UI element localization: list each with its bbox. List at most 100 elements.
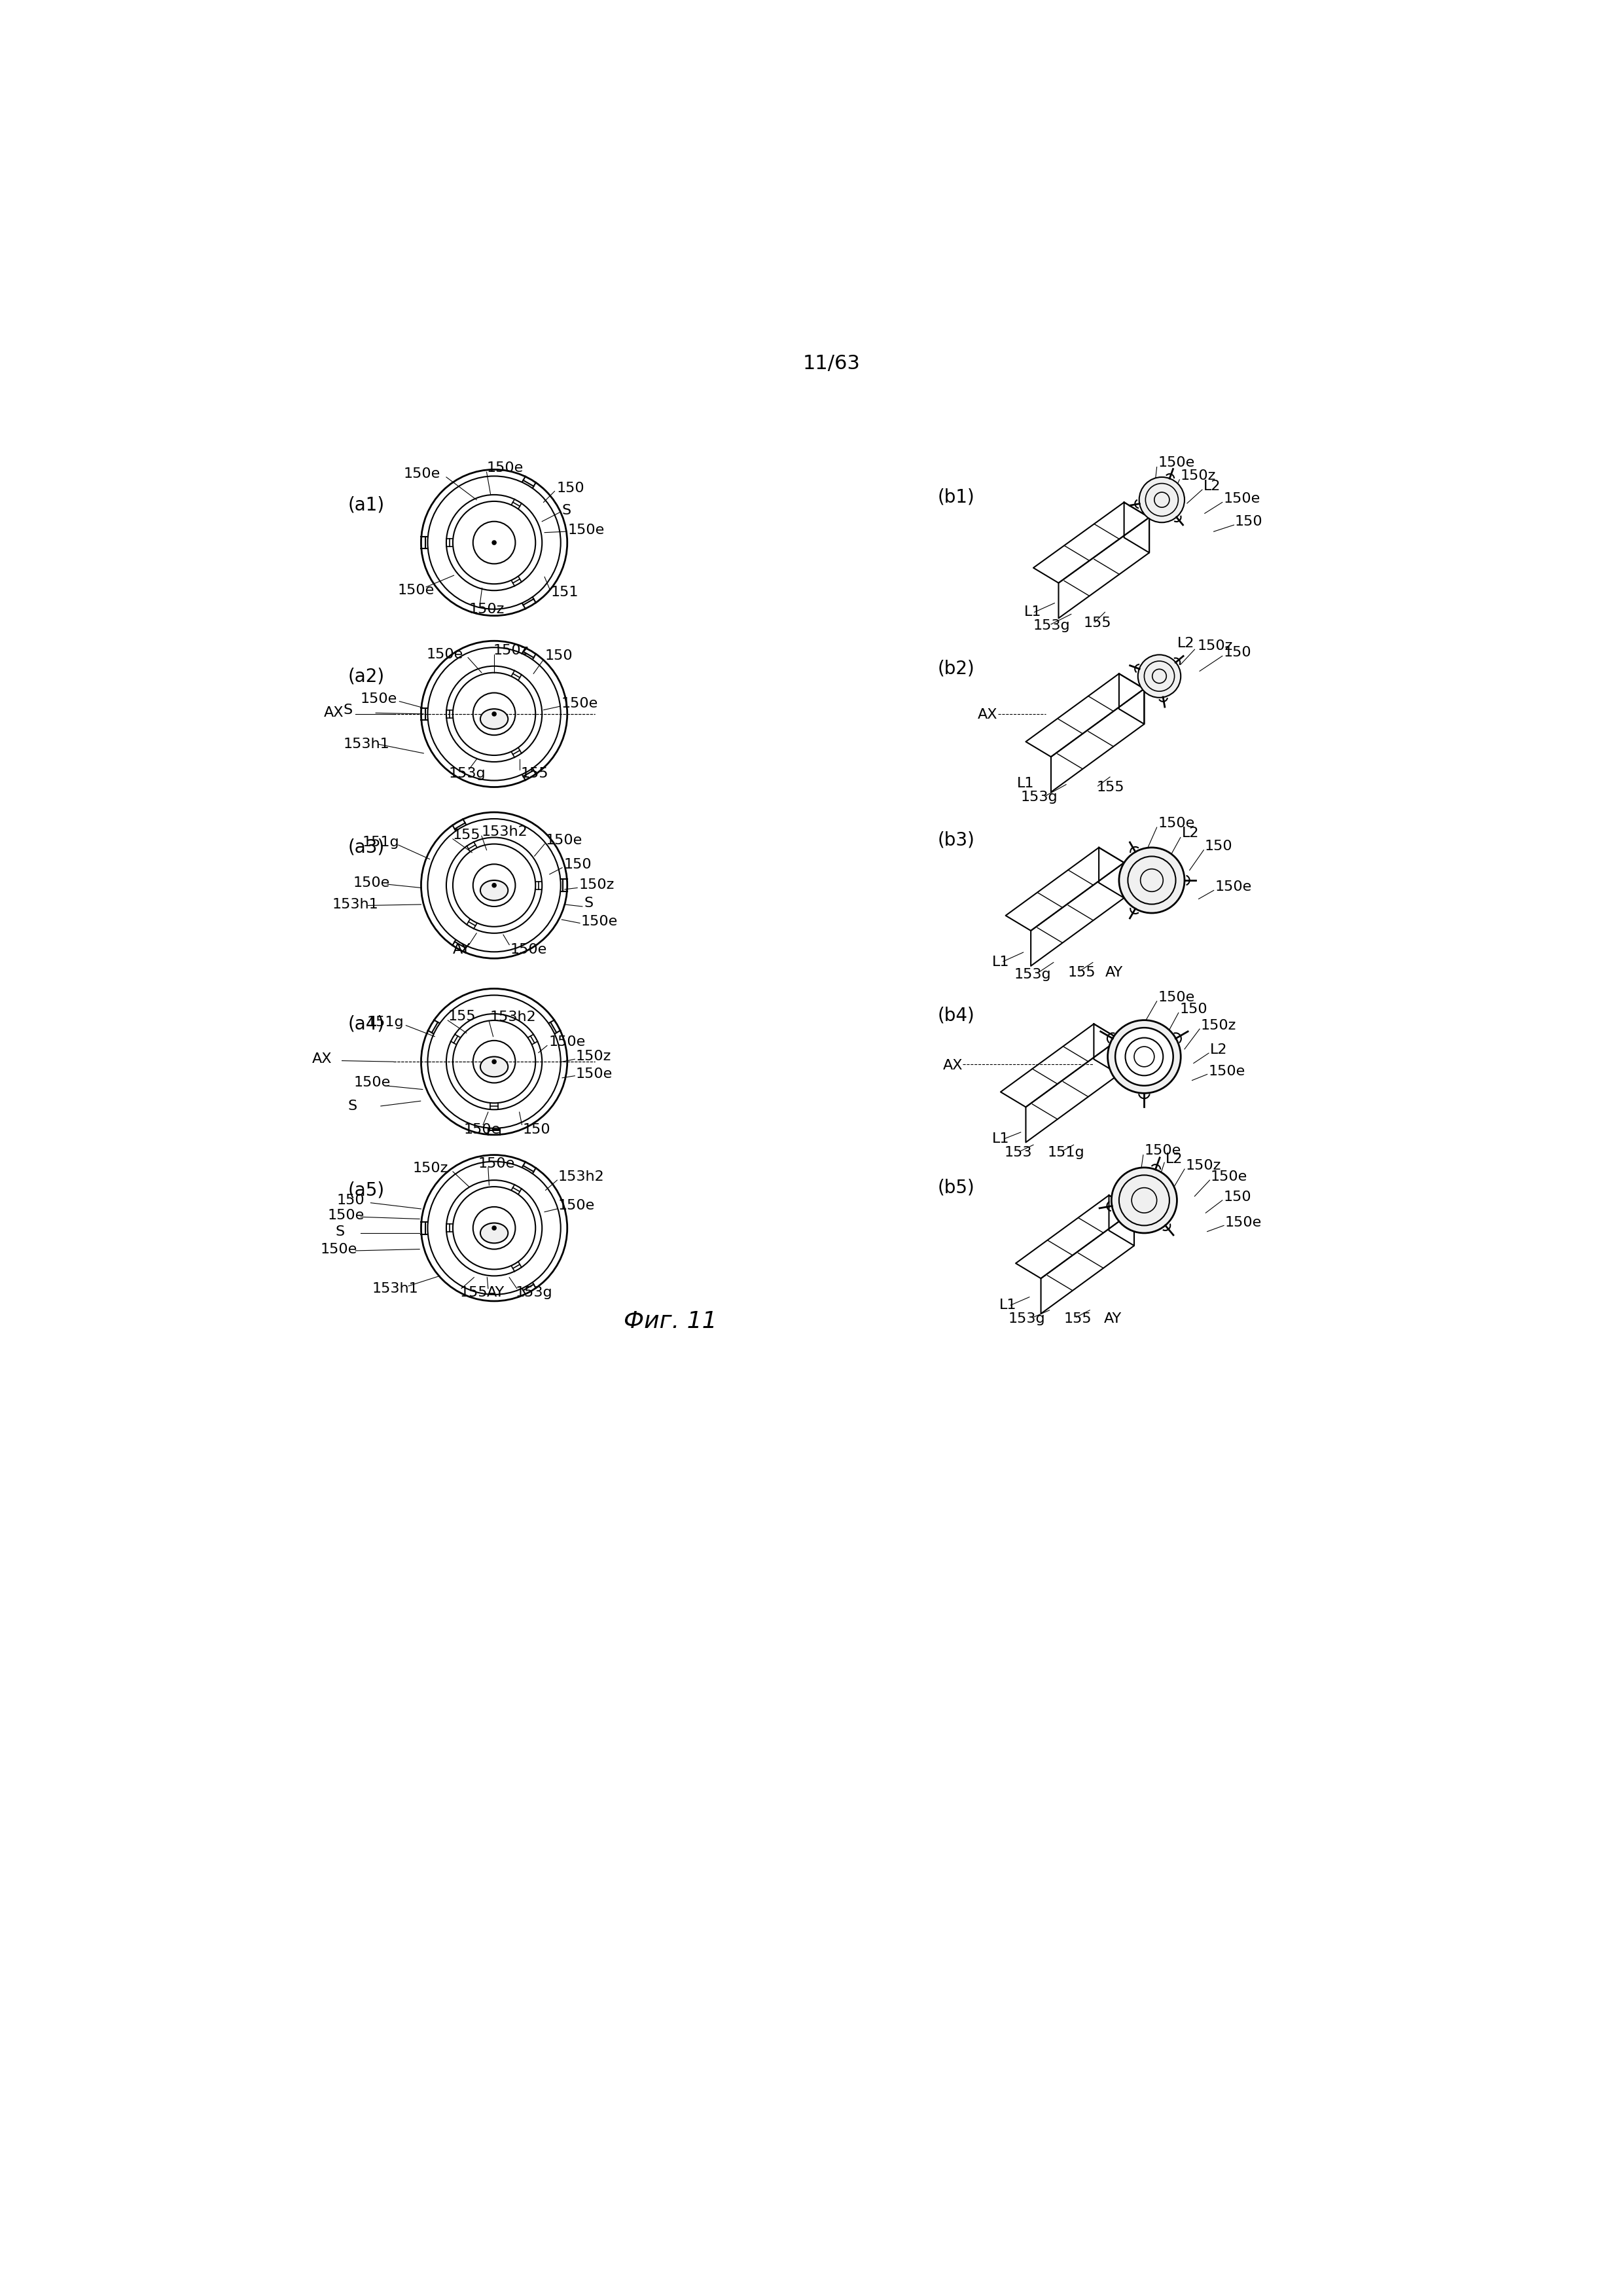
Text: 153: 153 xyxy=(1005,1146,1032,1159)
Circle shape xyxy=(492,712,497,716)
Ellipse shape xyxy=(480,1056,508,1077)
Text: (a3): (a3) xyxy=(347,838,385,856)
Text: (b4): (b4) xyxy=(938,1006,975,1024)
Text: 150z: 150z xyxy=(576,1049,612,1063)
Text: 150z: 150z xyxy=(1198,638,1233,652)
Text: (b2): (b2) xyxy=(938,659,975,677)
Ellipse shape xyxy=(1138,654,1182,698)
Text: (a4): (a4) xyxy=(347,1015,385,1033)
Text: 150e: 150e xyxy=(558,1199,596,1212)
Text: 155: 155 xyxy=(521,767,549,781)
Text: 150: 150 xyxy=(338,1194,365,1208)
Text: 153g: 153g xyxy=(450,767,485,781)
Text: S: S xyxy=(342,703,352,716)
Text: 150z: 150z xyxy=(1201,1019,1237,1031)
Text: L1: L1 xyxy=(1000,1300,1016,1311)
Text: 150e: 150e xyxy=(1214,879,1251,893)
Ellipse shape xyxy=(480,709,508,730)
Text: 150e: 150e xyxy=(1224,491,1261,505)
Text: S: S xyxy=(347,1100,357,1114)
Circle shape xyxy=(492,540,497,544)
Text: 150: 150 xyxy=(1224,645,1251,659)
Text: 150e: 150e xyxy=(487,461,523,475)
Text: 150e: 150e xyxy=(404,466,440,480)
Text: 150e: 150e xyxy=(360,693,398,705)
Text: AX: AX xyxy=(312,1052,331,1065)
Circle shape xyxy=(492,1061,497,1063)
Text: 150e: 150e xyxy=(1225,1217,1261,1228)
Text: 153g: 153g xyxy=(1014,969,1052,980)
Text: (b3): (b3) xyxy=(938,831,975,850)
Ellipse shape xyxy=(1112,1169,1177,1233)
Text: 150e: 150e xyxy=(354,1077,391,1088)
Text: S: S xyxy=(336,1226,344,1238)
Ellipse shape xyxy=(480,879,508,900)
Text: AY: AY xyxy=(1104,1313,1121,1325)
Text: 150e: 150e xyxy=(562,698,597,709)
Circle shape xyxy=(492,1226,497,1231)
Text: L2: L2 xyxy=(1209,1045,1227,1056)
Text: 150: 150 xyxy=(545,650,573,664)
Text: 150: 150 xyxy=(1180,1003,1208,1015)
Text: 153h2: 153h2 xyxy=(490,1010,537,1024)
Text: 150e: 150e xyxy=(320,1242,357,1256)
Text: L2: L2 xyxy=(1182,827,1199,840)
Ellipse shape xyxy=(1107,1019,1182,1093)
Text: 150e: 150e xyxy=(568,523,604,537)
Text: 150: 150 xyxy=(1204,840,1232,854)
Text: AX: AX xyxy=(943,1058,962,1072)
Text: 153g: 153g xyxy=(1021,790,1058,804)
Text: 151g: 151g xyxy=(1047,1146,1084,1159)
Text: L1: L1 xyxy=(992,1132,1010,1146)
Text: 150e: 150e xyxy=(510,944,547,957)
Text: AY: AY xyxy=(487,1286,505,1300)
Text: 150e: 150e xyxy=(576,1068,612,1081)
Text: 150e: 150e xyxy=(354,877,390,889)
Text: 150e: 150e xyxy=(464,1123,502,1137)
Text: (a5): (a5) xyxy=(347,1180,385,1199)
Ellipse shape xyxy=(1118,847,1185,914)
Text: 150e: 150e xyxy=(398,583,435,597)
Text: AY: AY xyxy=(1105,967,1123,978)
Text: 150: 150 xyxy=(1224,1189,1251,1203)
Text: L2: L2 xyxy=(1165,1153,1183,1166)
Text: 150: 150 xyxy=(563,859,592,870)
Ellipse shape xyxy=(480,1224,508,1242)
Text: 150e: 150e xyxy=(1159,817,1195,829)
Text: (b1): (b1) xyxy=(938,489,975,507)
Text: 155: 155 xyxy=(1063,1313,1092,1325)
Text: 150e: 150e xyxy=(581,916,618,928)
Text: S: S xyxy=(562,503,571,517)
Text: 151g: 151g xyxy=(367,1015,404,1029)
Text: 150e: 150e xyxy=(1159,457,1195,471)
Text: Фиг. 11: Фиг. 11 xyxy=(623,1311,717,1332)
Text: (a1): (a1) xyxy=(347,496,385,514)
Text: 155: 155 xyxy=(1097,781,1125,794)
Text: 153h2: 153h2 xyxy=(558,1171,604,1182)
Text: 150z: 150z xyxy=(493,643,529,657)
Text: L2: L2 xyxy=(1177,636,1195,650)
Text: 150: 150 xyxy=(523,1123,550,1137)
Text: 155: 155 xyxy=(1084,618,1112,629)
Text: L1: L1 xyxy=(992,955,1010,969)
Text: 153h1: 153h1 xyxy=(372,1281,419,1295)
Text: 150e: 150e xyxy=(1211,1171,1248,1182)
Text: (b5): (b5) xyxy=(938,1178,975,1196)
Text: 150z: 150z xyxy=(469,602,505,615)
Text: 150e: 150e xyxy=(1209,1065,1245,1077)
Text: 153h2: 153h2 xyxy=(482,824,527,838)
Text: 155: 155 xyxy=(459,1286,489,1300)
Ellipse shape xyxy=(1139,478,1185,523)
Text: 153h1: 153h1 xyxy=(331,898,378,912)
Text: 150z: 150z xyxy=(579,879,615,891)
Text: 11/63: 11/63 xyxy=(803,354,860,374)
Text: 153h1: 153h1 xyxy=(342,737,390,751)
Text: 150z: 150z xyxy=(412,1162,448,1176)
Text: AX: AX xyxy=(979,709,998,721)
Circle shape xyxy=(492,884,497,886)
Text: L2: L2 xyxy=(1204,480,1220,494)
Text: AX: AX xyxy=(325,707,344,719)
Text: 150: 150 xyxy=(1235,514,1263,528)
Text: 150e: 150e xyxy=(1159,992,1195,1003)
Text: 150e: 150e xyxy=(427,647,463,661)
